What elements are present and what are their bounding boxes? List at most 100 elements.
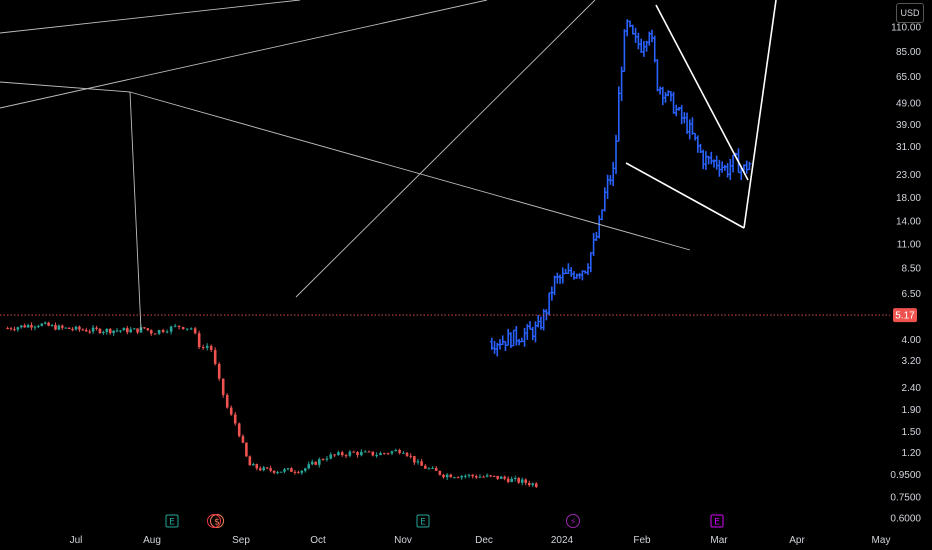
candle	[531, 482, 535, 487]
event-markers[interactable]: E $ E ⚡ E	[165, 514, 724, 528]
candle	[416, 458, 420, 465]
last-price-line: 5.17	[0, 308, 917, 323]
candlestick-series	[6, 321, 538, 489]
ohlc-bar	[693, 132, 698, 141]
earnings-icon[interactable]: E	[416, 514, 430, 528]
candle-body	[6, 328, 9, 330]
candle	[394, 448, 398, 452]
ohlc-bar	[500, 335, 505, 346]
candle-body	[445, 474, 449, 478]
candle	[475, 474, 478, 479]
candle	[98, 327, 102, 335]
candle-body	[165, 331, 169, 333]
candle-body	[169, 326, 173, 332]
candle	[67, 327, 71, 330]
candle	[398, 448, 401, 455]
ohlc-bar	[492, 340, 497, 354]
ohlc-bar	[701, 149, 706, 170]
trend-line[interactable]	[0, 81, 131, 93]
candle	[337, 450, 340, 456]
candle	[185, 328, 189, 331]
candle-body	[122, 328, 126, 331]
candle	[129, 326, 133, 333]
candle-body	[33, 326, 37, 328]
ohlc-bar	[709, 151, 714, 165]
candle-body	[496, 475, 499, 479]
trend-line[interactable]	[295, 0, 596, 298]
candle-body	[431, 467, 434, 469]
candle	[169, 325, 173, 335]
y-tick-label: 3.20	[902, 356, 922, 367]
price-axis[interactable]: 110.00 85.00 65.00 49.00 39.00 31.00 23.00 18.0…	[890, 23, 921, 525]
trend-line[interactable]	[625, 162, 745, 229]
candle	[503, 475, 506, 481]
candle	[310, 459, 314, 466]
candle-body	[213, 349, 217, 364]
candle-body	[303, 468, 307, 471]
candle-body	[40, 323, 44, 326]
earnings-icon[interactable]: E	[165, 514, 179, 528]
candle-body	[84, 329, 88, 332]
event-marker-label: E	[420, 518, 426, 528]
ohlc-bar	[569, 267, 574, 277]
candle-body	[201, 347, 205, 349]
trendline-drawings[interactable]	[0, 0, 777, 331]
candle	[205, 343, 209, 351]
candle-body	[23, 325, 26, 328]
candle-body	[360, 451, 363, 456]
candle-body	[383, 453, 386, 455]
time-axis[interactable]: Jul Aug Sep Oct Nov Dec 2024 Feb Mar Apr May	[70, 535, 891, 546]
candle	[520, 477, 524, 486]
event-marker-frame	[710, 514, 724, 528]
candle-body	[453, 477, 456, 479]
candle	[352, 450, 355, 453]
candle-body	[356, 452, 359, 456]
ohlc-bar	[533, 321, 538, 343]
candle-body	[272, 470, 276, 473]
candle	[329, 452, 333, 460]
candle-body	[478, 476, 482, 478]
candle-body	[416, 461, 420, 463]
candle	[255, 463, 259, 471]
candle-body	[371, 451, 375, 456]
dividend-icon[interactable]: $	[207, 514, 224, 528]
candle	[340, 450, 344, 457]
last-price-badge: 5.17	[893, 308, 917, 323]
y-tick-label: 14.00	[896, 217, 921, 228]
candle	[460, 475, 464, 480]
trend-line[interactable]	[0, 0, 301, 34]
ohlc-bar	[514, 326, 519, 346]
candle-body	[286, 468, 290, 470]
ohlc-bar	[503, 340, 508, 352]
candle	[510, 476, 513, 483]
candle-body	[510, 478, 513, 483]
ohlc-bar	[676, 107, 681, 111]
candle-body	[252, 464, 255, 466]
candle	[279, 471, 283, 473]
candle-body	[427, 468, 431, 470]
candle-body	[98, 328, 102, 334]
candle-body	[413, 456, 416, 463]
x-tick-label: Nov	[394, 535, 412, 546]
trend-line[interactable]	[655, 4, 749, 181]
currency-label[interactable]: USD	[896, 3, 924, 23]
candle-body	[503, 476, 506, 479]
split-icon[interactable]: ⚡	[566, 514, 580, 528]
trend-line[interactable]	[743, 0, 777, 229]
candle-body	[233, 414, 237, 424]
trend-line[interactable]	[129, 91, 691, 251]
candle	[390, 450, 394, 456]
trend-line[interactable]	[0, 0, 488, 109]
ohlc-bar	[636, 32, 641, 50]
ohlc-bar	[555, 272, 560, 284]
candle	[241, 434, 245, 444]
earnings-icon[interactable]: E	[710, 514, 724, 528]
y-tick-label: 39.00	[896, 120, 921, 131]
candle	[33, 325, 37, 331]
candle-body	[161, 330, 165, 333]
trend-line[interactable]	[129, 91, 142, 331]
candle-body	[333, 454, 336, 456]
candle	[161, 328, 165, 334]
candle-body	[307, 464, 311, 469]
